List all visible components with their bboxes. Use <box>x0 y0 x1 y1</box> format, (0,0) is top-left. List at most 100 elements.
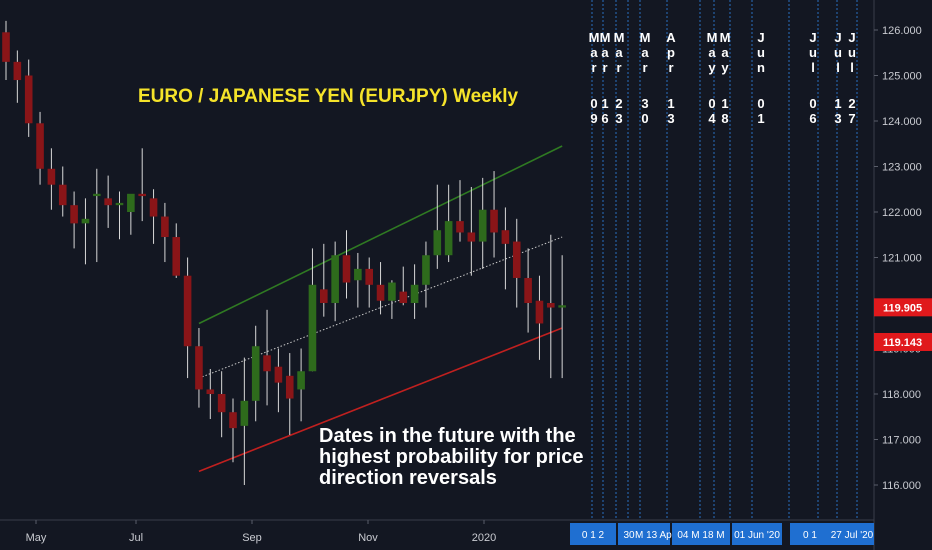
x-tick-label: Sep <box>242 532 262 544</box>
candle-down <box>13 61 22 81</box>
y-tick-label: 121.000 <box>882 253 922 265</box>
future-marker-char: a <box>590 45 598 60</box>
date-tag <box>732 523 782 545</box>
future-marker-char: r <box>602 60 607 75</box>
candle-up <box>251 346 260 401</box>
future-marker-char: J <box>809 30 816 45</box>
x-tick-label: Nov <box>358 532 378 544</box>
future-marker-char: 2 <box>848 96 855 111</box>
y-tick-label: 122.000 <box>882 207 922 219</box>
candle-down <box>490 209 498 233</box>
future-marker-char: 1 <box>667 96 674 111</box>
future-marker-char: 3 <box>615 111 622 126</box>
annotation-line-2: highest probability for price <box>319 446 584 468</box>
candle-down <box>172 237 181 276</box>
future-marker-char: A <box>666 30 676 45</box>
candle-down <box>229 412 237 429</box>
candle-up <box>444 221 453 256</box>
future-marker-char: 6 <box>809 111 816 126</box>
future-marker-char: M <box>640 30 651 45</box>
candle-down <box>456 221 464 233</box>
candle-up <box>354 268 362 281</box>
price-tag <box>874 298 932 317</box>
future-marker-char: 1 <box>834 96 841 111</box>
candle-up <box>127 193 135 212</box>
future-marker-char: a <box>601 45 609 60</box>
candle-down <box>365 268 373 285</box>
candle-down <box>501 230 510 244</box>
candle-down <box>524 277 532 303</box>
future-marker-char: y <box>708 60 716 75</box>
price-tag-label: 119.143 <box>883 337 922 349</box>
candle-down <box>195 346 203 390</box>
annotation-line-3: direction reversals <box>319 467 497 489</box>
x-tick-label: Jul <box>129 532 143 544</box>
future-marker-char: 6 <box>601 111 608 126</box>
future-marker-char: J <box>848 30 855 45</box>
future-marker-char: 3 <box>641 96 648 111</box>
future-marker-char: 3 <box>834 111 841 126</box>
future-marker-char: J <box>757 30 764 45</box>
y-tick-label: 116.000 <box>882 480 921 492</box>
y-tick-label: 118.000 <box>882 389 921 401</box>
date-tag <box>640 523 670 545</box>
date-tag-label: M 13 Apr <box>635 530 676 541</box>
future-marker-char: 1 <box>721 96 728 111</box>
future-marker-char: r <box>668 60 673 75</box>
candle-down <box>104 198 112 206</box>
future-marker-char: 0 <box>708 96 715 111</box>
candle-down <box>467 232 476 242</box>
future-marker-char: 9 <box>590 111 597 126</box>
annotation-text: Dates in the future with the highest pro… <box>319 426 609 489</box>
candle-up <box>93 193 101 197</box>
future-marker-char: 4 <box>708 111 716 126</box>
chart-title: EURO / JAPANESE YEN (EURJPY) Weekly <box>138 86 519 107</box>
candle-down <box>58 184 67 206</box>
candle-down <box>535 300 544 324</box>
future-marker-char: 0 <box>809 96 816 111</box>
candle-down <box>183 275 192 347</box>
future-marker-char: r <box>591 60 596 75</box>
future-marker-char: M <box>707 30 718 45</box>
candle-up <box>297 371 305 390</box>
candle-down <box>342 255 351 283</box>
candle-down <box>24 75 33 124</box>
future-marker-char: 1 <box>601 96 608 111</box>
y-tick-label: 117.000 <box>882 435 921 447</box>
future-marker-char: n <box>757 60 765 75</box>
date-tag-label: 01 Jun '20 <box>734 530 780 541</box>
candle-up <box>558 305 566 308</box>
future-marker-char: u <box>809 45 817 60</box>
candle-up <box>422 255 430 285</box>
candle-up <box>410 284 419 303</box>
future-marker-char: 1 <box>757 111 764 126</box>
date-tag <box>790 523 830 545</box>
future-marker-char: 8 <box>721 111 728 126</box>
future-marker-char: M <box>589 30 600 45</box>
date-tag <box>570 523 616 545</box>
future-marker-char: 0 <box>641 111 648 126</box>
candle-up <box>240 400 249 426</box>
candle-down <box>547 303 555 308</box>
future-marker-char: a <box>641 45 649 60</box>
future-marker-char: M <box>614 30 625 45</box>
candle-up <box>81 218 90 224</box>
date-tag-label: 0 1 <box>803 530 817 541</box>
candle-up <box>388 282 396 301</box>
candle-down <box>285 375 294 399</box>
date-tag <box>672 523 730 545</box>
candle-down <box>138 193 146 197</box>
future-marker-char: y <box>721 60 729 75</box>
candle-up <box>331 255 339 303</box>
candle-down <box>47 168 56 185</box>
future-marker-char: a <box>708 45 716 60</box>
candle-down <box>274 366 283 383</box>
price-tag-label: 119.905 <box>883 302 922 314</box>
future-marker-char: a <box>721 45 729 60</box>
future-marker-char: a <box>615 45 623 60</box>
candle-down <box>206 389 215 394</box>
candle-down <box>512 241 521 278</box>
future-marker-char: r <box>616 60 621 75</box>
